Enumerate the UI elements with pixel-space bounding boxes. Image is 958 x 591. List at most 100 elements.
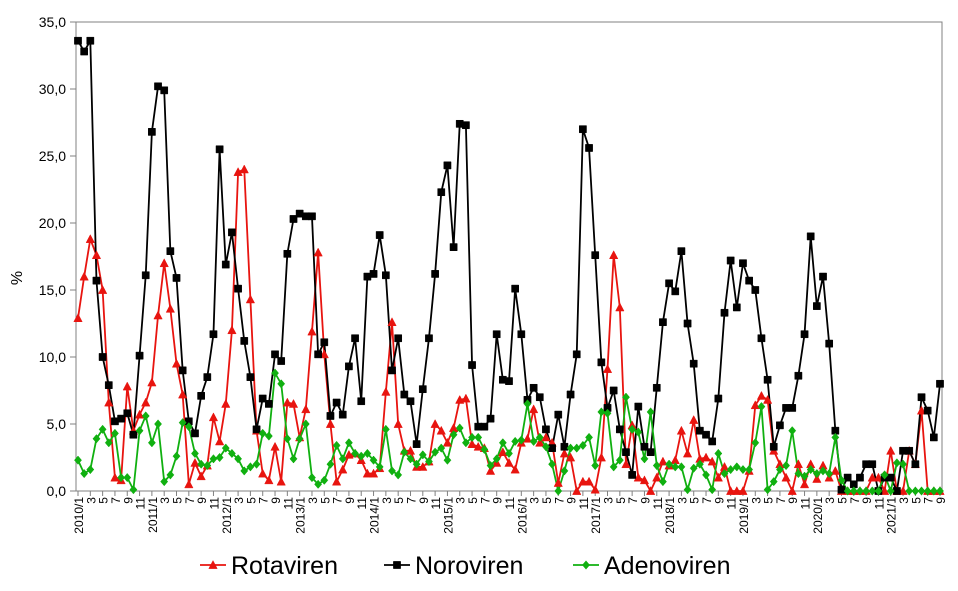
data-point <box>622 392 630 402</box>
data-point <box>726 256 735 265</box>
data-point <box>880 470 889 480</box>
data-point <box>92 276 101 285</box>
data-point <box>775 464 784 475</box>
data-point <box>301 404 311 414</box>
data-point <box>899 459 907 469</box>
data-point <box>634 402 643 411</box>
data-point <box>646 486 656 495</box>
data-point <box>369 270 378 278</box>
x-tick-label: 2015/1 <box>441 497 455 534</box>
x-tick-label: 5 <box>762 497 776 504</box>
data-point <box>579 125 587 134</box>
data-point <box>892 458 901 468</box>
data-point <box>868 460 877 469</box>
data-point <box>732 486 742 495</box>
x-tick-label: 9 <box>343 497 357 504</box>
data-point <box>91 250 102 260</box>
data-point <box>320 475 329 485</box>
data-point <box>129 430 138 439</box>
data-point <box>682 448 693 458</box>
x-tick-label: 5 <box>244 497 258 504</box>
data-point <box>345 362 353 371</box>
data-point <box>720 308 729 317</box>
data-point <box>295 434 304 444</box>
data-point <box>800 330 809 339</box>
legend-label: Rotaviren <box>231 552 338 580</box>
data-point <box>455 423 464 433</box>
data-point <box>338 410 347 419</box>
data-point <box>326 412 335 420</box>
data-point <box>776 421 784 430</box>
data-point <box>843 486 852 496</box>
legend-label: Noroviren <box>415 552 523 580</box>
data-point <box>868 486 877 496</box>
x-tick-label: 9 <box>195 497 209 504</box>
data-point <box>609 250 619 260</box>
x-tick-label: 7 <box>552 497 566 504</box>
data-point <box>763 375 772 384</box>
data-point <box>751 286 760 294</box>
data-point <box>793 459 803 469</box>
data-point <box>473 441 483 451</box>
data-point <box>166 247 175 255</box>
data-point <box>837 475 846 485</box>
data-point <box>830 465 840 475</box>
data-point <box>615 455 624 465</box>
data-point <box>905 446 914 455</box>
data-point <box>338 464 348 474</box>
data-point <box>572 486 582 495</box>
data-point <box>504 457 514 467</box>
data-point <box>326 459 335 469</box>
data-point <box>639 475 650 485</box>
data-point <box>233 167 243 176</box>
data-point <box>258 428 267 438</box>
data-point <box>252 425 261 434</box>
data-point <box>517 330 526 339</box>
data-point <box>535 437 545 447</box>
y-tick-label: 30,0 <box>39 81 66 97</box>
data-point <box>929 433 938 442</box>
data-point <box>461 438 470 448</box>
data-point <box>92 434 101 444</box>
data-point <box>443 161 452 170</box>
data-point <box>406 454 415 464</box>
data-point <box>806 464 815 475</box>
data-point <box>702 470 710 480</box>
data-point <box>689 463 698 473</box>
data-point <box>351 334 359 343</box>
data-point <box>542 425 550 434</box>
data-point <box>197 392 205 400</box>
data-point <box>246 373 255 381</box>
data-point <box>338 454 347 464</box>
data-point <box>923 486 932 496</box>
data-point <box>615 425 624 434</box>
data-point <box>184 479 194 489</box>
data-point <box>732 303 741 312</box>
data-point <box>806 232 815 241</box>
data-point <box>879 486 890 495</box>
data-point <box>215 436 225 446</box>
data-point <box>695 459 704 469</box>
data-point <box>282 397 292 407</box>
data-point <box>559 448 570 458</box>
x-tick-label: 11 <box>207 497 221 510</box>
x-tick-label: 9 <box>269 497 283 504</box>
data-point <box>646 448 655 456</box>
data-point <box>511 284 520 293</box>
data-point <box>394 470 403 480</box>
data-point <box>271 368 279 378</box>
data-point <box>443 455 452 465</box>
x-tick-label: 5 <box>688 497 702 504</box>
data-point <box>474 432 483 442</box>
data-point <box>917 486 926 496</box>
x-tick-label: 9 <box>491 497 505 504</box>
x-tick-label: 2014/1 <box>368 497 382 534</box>
data-point <box>104 381 113 389</box>
data-point <box>227 325 237 335</box>
data-point <box>522 433 533 443</box>
data-point <box>313 247 323 257</box>
data-point <box>781 472 791 482</box>
data-point <box>270 441 280 451</box>
data-point <box>74 455 82 465</box>
data-point <box>418 385 427 394</box>
